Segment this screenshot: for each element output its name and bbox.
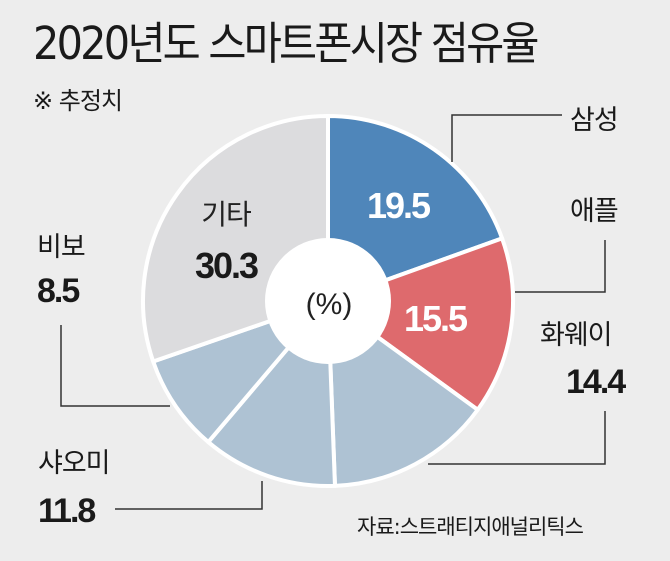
- source-credit: 자료:스트래티지애널리틱스: [357, 515, 584, 539]
- pie-slice-1: [326, 236, 515, 412]
- huawei-label: 화웨이: [540, 320, 613, 351]
- unit-label: (%): [306, 288, 353, 321]
- donut-hole: [265, 238, 391, 364]
- apple-leader-line: [515, 240, 606, 293]
- others-slice-value: 30.3: [195, 245, 258, 286]
- huawei-value: 14.4: [566, 363, 626, 401]
- pie-slice-0: [326, 114, 505, 303]
- samsung-slice-value: 19.5: [367, 185, 431, 226]
- samsung-leader-line: [451, 114, 562, 162]
- chart-title: 2020년도 스마트폰시장 점유율: [33, 17, 539, 70]
- vivo-label: 비보: [37, 232, 86, 263]
- samsung-label: 삼성: [570, 105, 619, 136]
- others-slice-name: 기타: [201, 198, 251, 231]
- huawei-leader-line: [428, 411, 606, 465]
- leader-lines: [60, 114, 606, 510]
- vivo-leader-line: [60, 325, 170, 407]
- xiaomi-leader-line: [115, 481, 263, 510]
- xiaomi-label: 샤오미: [38, 448, 111, 479]
- apple-slice-value: 15.5: [404, 298, 468, 339]
- estimate-note: ※ 추정치: [33, 87, 123, 115]
- xiaomi-value: 11.8: [38, 492, 96, 530]
- vivo-value: 8.5: [37, 272, 80, 310]
- apple-label: 애플: [570, 196, 619, 227]
